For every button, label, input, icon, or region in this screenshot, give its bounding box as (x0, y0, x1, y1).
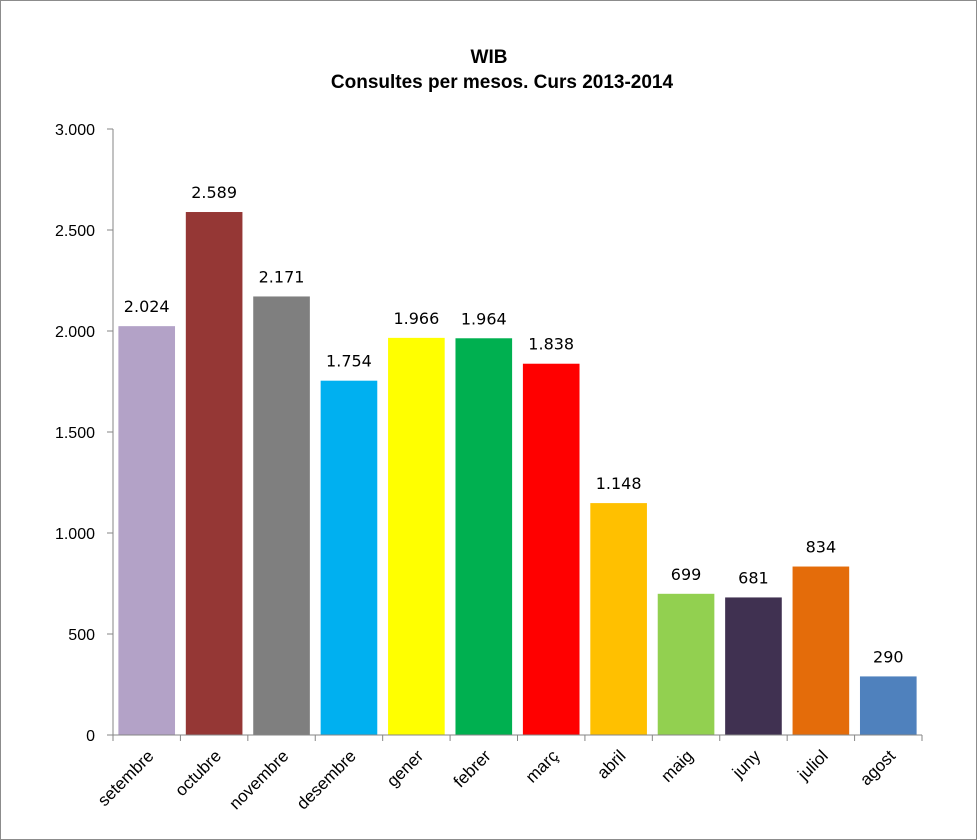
y-tick-label: 2.500 (55, 223, 95, 240)
chart-subtitle: Consultes per mesos. Curs 2013-2014 (331, 72, 674, 93)
y-tick-label: 1.000 (55, 526, 95, 543)
bars (118, 212, 917, 736)
bar (725, 597, 782, 735)
data-label: 2.589 (191, 183, 237, 202)
bar (253, 296, 310, 735)
x-tick-label: desembre (293, 746, 360, 813)
bar (792, 566, 850, 735)
data-label: 290 (873, 647, 904, 666)
bar (859, 676, 917, 735)
bar (320, 380, 378, 735)
x-tick-label: gener (383, 746, 427, 790)
y-tick-label: 1.500 (55, 425, 95, 442)
y-tick-label: 0 (86, 728, 95, 745)
y-axis: 0 500 1.000 1.500 2.000 2.500 3.000 (55, 122, 114, 745)
bar (522, 363, 580, 735)
x-tick-label: agost (856, 746, 899, 789)
data-label: 1.964 (461, 309, 507, 328)
data-label: 1.838 (528, 335, 574, 354)
data-label: 1.148 (596, 474, 642, 493)
data-label: 834 (806, 538, 837, 557)
data-label: 2.024 (124, 297, 170, 316)
data-label: 1.754 (326, 352, 372, 371)
bar (185, 212, 243, 736)
x-axis: setembre octubre novembre desembre gener febr… (94, 734, 923, 813)
data-labels: 2.024 2.589 2.171 1.754 1.966 1.964 1.838 1.148… (124, 183, 904, 666)
data-label: 681 (738, 568, 769, 587)
y-tick-label: 500 (68, 627, 95, 644)
x-tick-label: juny (728, 746, 765, 783)
bar (455, 338, 513, 735)
x-tick-label: octubre (171, 746, 225, 800)
x-tick-label: març (522, 746, 563, 787)
chart-title: WIB (471, 47, 508, 68)
data-label: 2.171 (259, 267, 305, 286)
data-label: 699 (671, 565, 702, 584)
x-tick-label: novembre (225, 746, 292, 813)
x-tick-label: febrer (450, 746, 495, 791)
x-tick-label: juliol (793, 746, 831, 784)
bar (388, 337, 445, 735)
y-tick-label: 3.000 (55, 122, 95, 139)
x-tick-label: maig (657, 746, 696, 785)
x-tick-label: abril (593, 746, 629, 782)
bar (657, 593, 715, 735)
data-label: 1.966 (393, 309, 439, 328)
bar (590, 503, 647, 735)
bar (118, 326, 176, 735)
y-tick-label: 2.000 (55, 324, 95, 341)
x-tick-label: setembre (94, 746, 158, 810)
